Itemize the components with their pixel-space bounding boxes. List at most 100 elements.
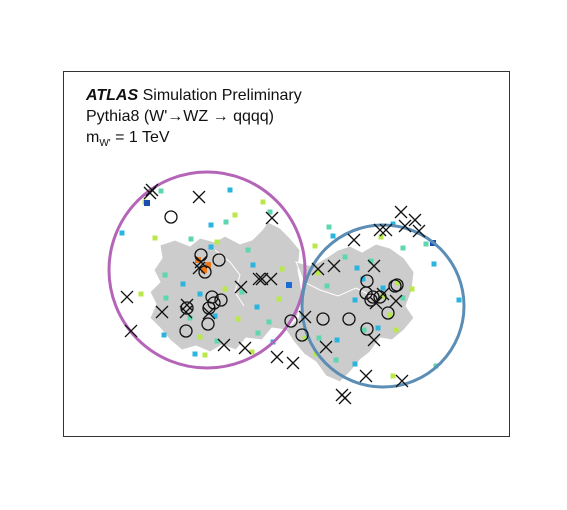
- subjet-cross-marker: [394, 205, 408, 219]
- subjet-cross-marker: [124, 324, 138, 338]
- experiment-label: ATLAS Simulation Preliminary: [86, 85, 302, 106]
- subjet-markers: [120, 183, 426, 405]
- subjet-cross-marker: [319, 340, 333, 354]
- calorimeter-tower: [249, 349, 255, 355]
- calorimeter-tower: [212, 313, 218, 319]
- calorimeter-tower-peak: [286, 282, 292, 288]
- subjet-cross-marker: [192, 190, 206, 204]
- calorimeter-tower: [279, 266, 285, 272]
- subjet-circle-marker: [316, 312, 330, 326]
- calorimeter-tower: [387, 312, 393, 318]
- calorimeter-tower: [302, 335, 308, 341]
- subjet-cross-marker: [367, 259, 381, 273]
- subjet-circle-marker: [207, 296, 221, 310]
- subjet-cross-marker: [238, 341, 252, 355]
- subjet-cross-marker: [155, 305, 169, 319]
- atlas-label: ATLAS: [86, 87, 139, 104]
- calorimeter-tower: [390, 221, 396, 227]
- calorimeter-tower: [352, 361, 358, 367]
- calorimeter-tower: [395, 280, 401, 286]
- subjet-cross-marker: [234, 280, 248, 294]
- calorimeter-tower: [312, 243, 318, 249]
- subjet-circle-marker: [164, 210, 178, 224]
- calorimeter-tower: [315, 270, 321, 276]
- calorimeter-tower: [180, 281, 186, 287]
- calorimeter-tower: [393, 327, 399, 333]
- subjet-circle-marker: [295, 328, 309, 342]
- subjet-circle-marker: [360, 322, 374, 336]
- plot-labels: ATLAS Simulation Preliminary Pythia8 (W'…: [86, 85, 302, 154]
- subjet-circle-marker: [202, 301, 216, 315]
- subjet-circle-marker: [342, 312, 356, 326]
- subjet-circle-marker: [179, 324, 193, 338]
- calorimeter-tower: [223, 219, 229, 225]
- calorimeter-tower: [163, 295, 169, 301]
- subjet-cross-marker: [338, 391, 352, 405]
- subjet-cross-marker: [367, 333, 381, 347]
- calorimeter-tower: [342, 254, 348, 260]
- subjet-cross-marker: [252, 272, 266, 286]
- subjet-cross-marker: [120, 290, 134, 304]
- calorimeter-tower: [152, 235, 158, 241]
- plot-frame: [63, 71, 510, 437]
- calorimeter-tower: [400, 245, 406, 251]
- subjet-circle-marker: [381, 306, 395, 320]
- calorimeter-tower: [222, 286, 228, 292]
- calorimeter-tower: [330, 233, 336, 239]
- calorimeter-tower: [409, 286, 415, 292]
- calorimeter-tower: [239, 289, 245, 295]
- calorimeter-tower: [431, 261, 437, 267]
- calorimeter-tower: [254, 304, 260, 310]
- subjet-cross-marker: [359, 369, 373, 383]
- subjet-cross-marker: [202, 306, 216, 320]
- subjet-cross-marker: [298, 310, 312, 324]
- process-label: Pythia8 (W'→WZ → qqqq): [86, 108, 274, 125]
- calorimeter-tower: [245, 247, 251, 253]
- calorimeter-tower: [352, 297, 358, 303]
- subjet-cross-marker: [145, 183, 159, 197]
- subjet-cross-marker: [389, 294, 403, 308]
- calorimeter-tower: [276, 296, 282, 302]
- subjet-circle-marker: [284, 314, 298, 328]
- calorimeter-tower: [188, 236, 194, 242]
- calorimeter-tower-peak: [205, 262, 211, 268]
- subjet-cross-marker: [379, 223, 393, 237]
- calorimeter-tower-peak: [144, 200, 150, 206]
- calorimeter-tower: [360, 276, 366, 282]
- subjet-circle-marker: [201, 317, 215, 331]
- subjet-cross-marker: [311, 262, 325, 276]
- calorimeter-tower: [255, 330, 261, 336]
- calorimeter-tower: [390, 373, 396, 379]
- subjet-cross-marker: [179, 305, 193, 319]
- calorimeter-tower: [161, 332, 167, 338]
- status-label: Simulation Preliminary: [142, 87, 302, 104]
- calorimeter-tower: [192, 351, 198, 357]
- subjet-cross-marker: [327, 259, 341, 273]
- calorimeter-tower: [456, 297, 462, 303]
- calorimeter-tower: [334, 337, 340, 343]
- large-r-jet-circle-left: [107, 170, 307, 370]
- calorimeter-tower: [197, 291, 203, 297]
- subjet-circle-marker: [359, 286, 373, 300]
- subjet-cross-marker: [286, 356, 300, 370]
- calorimeter-tower: [266, 319, 272, 325]
- calorimeter-tower: [326, 224, 332, 230]
- subjet-circle-marker: [212, 253, 226, 267]
- subjet-cross-marker: [408, 213, 422, 227]
- calorimeter-tower: [197, 334, 203, 340]
- calorimeter-tower: [227, 187, 233, 193]
- calorimeter-tower: [250, 262, 256, 268]
- subjet-cross-marker: [265, 211, 279, 225]
- subjet-cross-marker: [143, 186, 157, 200]
- calorimeter-tower: [214, 338, 220, 344]
- calorimeter-tower: [380, 285, 386, 291]
- subjet-cross-marker: [194, 255, 208, 269]
- subjet-cross-marker: [347, 233, 361, 247]
- large-r-jet-circle-right: [300, 223, 466, 389]
- calorimeter-tower: [378, 234, 384, 240]
- calorimeter-tower: [316, 335, 322, 341]
- region-boundary: [299, 279, 373, 297]
- calorimeter-tower: [235, 316, 241, 322]
- calorimeter-tower: [214, 239, 220, 245]
